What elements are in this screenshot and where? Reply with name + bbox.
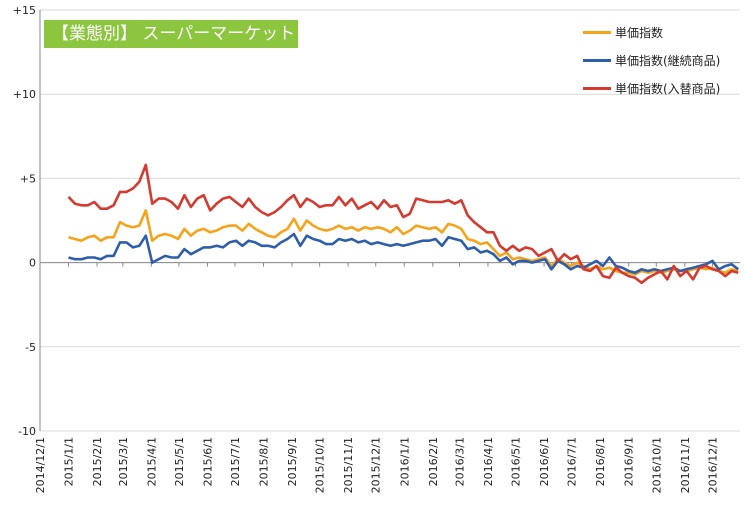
- x-tick-label: 2016/2/1: [427, 437, 440, 486]
- legend-item-unit-price: 単価指数: [583, 18, 720, 46]
- series-lines: [67, 163, 739, 285]
- x-tick-label: 2015/5/1: [173, 437, 186, 486]
- x-tick-label: 2015/9/1: [286, 437, 299, 486]
- legend-swatch: [583, 30, 611, 34]
- x-tick-label: 2016/4/1: [482, 437, 495, 486]
- y-tick-label: +5: [20, 172, 36, 185]
- x-tick-label: 2015/4/1: [145, 437, 158, 486]
- legend-item-continuing: 単価指数(継続商品): [583, 46, 720, 74]
- series-line-1: [68, 232, 739, 275]
- axes: [39, 10, 740, 431]
- x-tick-label: 2016/3/1: [453, 437, 466, 486]
- x-tick-label: 2016/8/1: [594, 437, 607, 486]
- legend-label: 単価指数(継続商品): [615, 53, 721, 68]
- legend: 単価指数 単価指数(継続商品) 単価指数(入替商品): [583, 18, 720, 102]
- x-tick-label: 2016/6/1: [538, 437, 551, 486]
- x-tick-label: 2016/7/1: [566, 437, 579, 486]
- x-tick-label: 2016/11/1: [679, 437, 692, 493]
- y-tick-label: -5: [25, 341, 36, 354]
- x-tick-label: 2015/10/1: [314, 437, 327, 493]
- legend-swatch: [583, 58, 611, 62]
- x-tick-label: 2016/1/1: [398, 437, 411, 486]
- y-tick-labels: +15 +10 +5 0 -5 -10: [13, 4, 36, 438]
- x-tick-label: 2015/8/1: [258, 437, 271, 486]
- legend-item-replacement: 単価指数(入替商品): [583, 74, 720, 102]
- legend-label: 単価指数: [615, 25, 664, 40]
- chart-title: 【業態別】 スーパーマーケット: [44, 20, 298, 48]
- y-tick-label: 0: [29, 257, 36, 270]
- series-line-2: [67, 163, 739, 285]
- x-tick-label: 2016/9/1: [623, 437, 636, 486]
- x-tick-label: 2015/7/1: [229, 437, 242, 486]
- x-tick-label: 2016/12/1: [706, 437, 719, 493]
- x-tick-label: 2016/10/1: [650, 437, 663, 493]
- x-tick-label: 2015/6/1: [201, 437, 214, 486]
- y-tick-label: +10: [13, 88, 36, 101]
- x-tick-label: 2015/11/1: [342, 437, 355, 493]
- legend-label: 単価指数(入替商品): [615, 81, 721, 96]
- x-tick-label: 2016/5/1: [510, 437, 523, 486]
- series-line-0: [68, 209, 739, 276]
- y-tick-label: -10: [18, 425, 36, 438]
- x-tick-label: 2015/12/1: [370, 437, 383, 493]
- x-tick-label: 2015/2/1: [91, 437, 104, 486]
- legend-swatch: [583, 86, 611, 90]
- y-tick-label: +15: [13, 4, 36, 17]
- x-tick-label: 2015/3/1: [117, 437, 130, 486]
- x-tick-label: 2014/12/1: [34, 437, 47, 493]
- x-tick-label: 2015/1/1: [63, 437, 76, 486]
- x-tick-labels: 2014/12/1 2015/1/1 2015/2/1 2015/3/1 2015/4/…: [34, 262, 719, 493]
